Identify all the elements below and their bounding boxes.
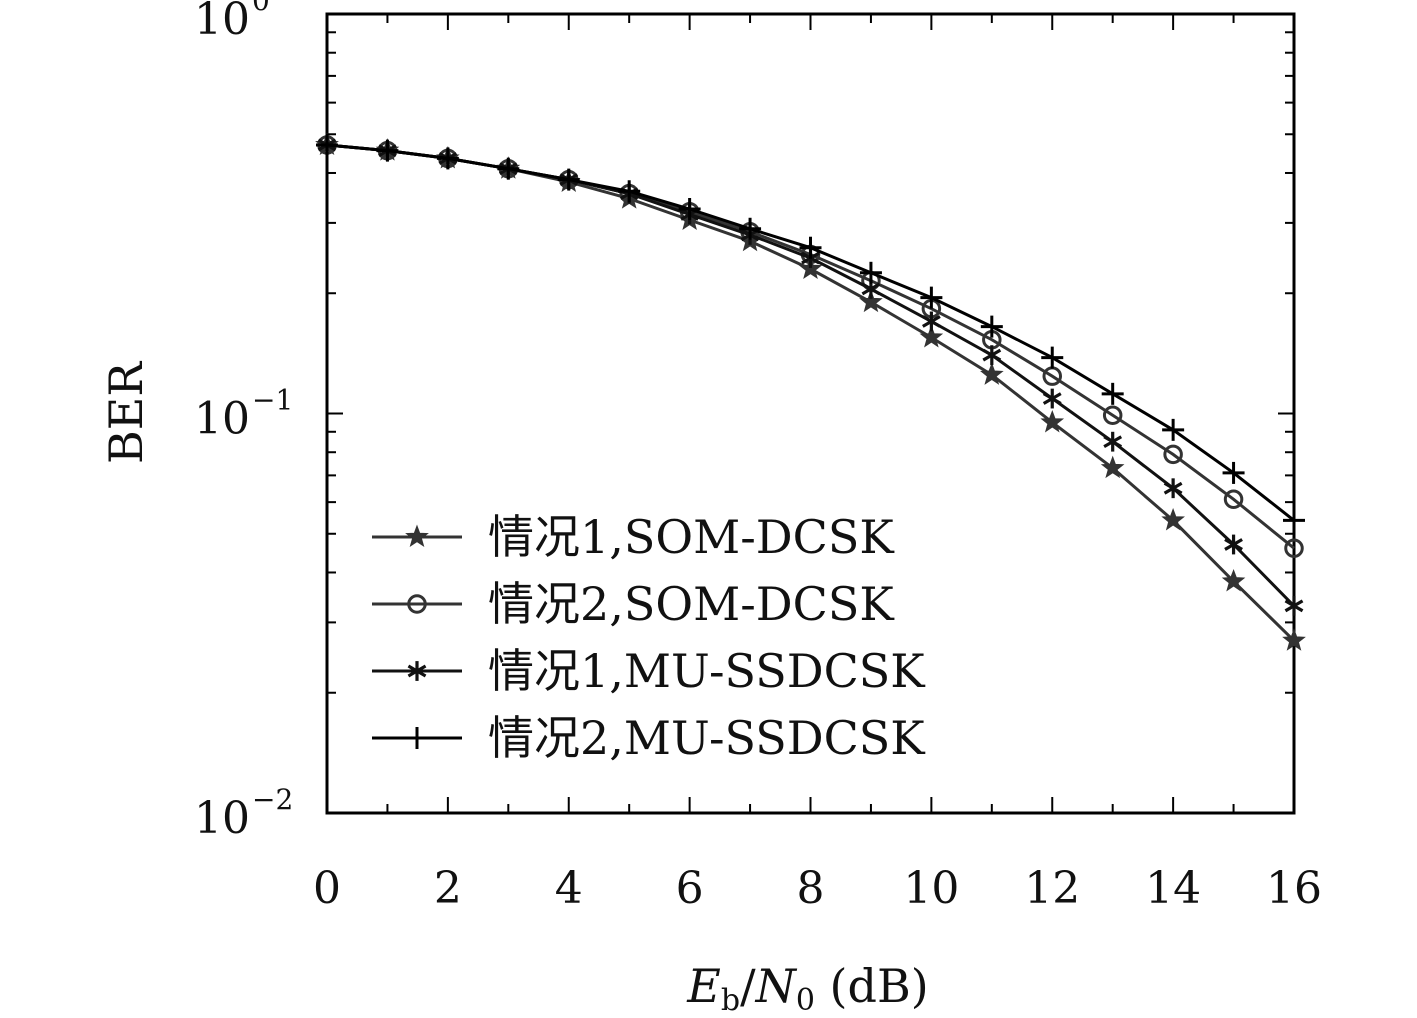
series-line bbox=[326, 143, 1295, 550]
x-axis-label: Eb/N0 (dB) bbox=[686, 959, 928, 1018]
plus-marker bbox=[920, 286, 943, 309]
plus-marker bbox=[436, 147, 459, 170]
y-tick-label: 10 bbox=[194, 793, 250, 844]
series-4 bbox=[316, 133, 1305, 532]
y-axis-label: BER bbox=[99, 361, 153, 464]
plus-marker bbox=[316, 133, 338, 156]
plus-marker bbox=[1162, 418, 1185, 441]
star-marker bbox=[1282, 628, 1306, 651]
y-tick-label: 10 bbox=[194, 0, 250, 45]
series-line bbox=[326, 143, 1296, 642]
star-marker bbox=[405, 524, 429, 548]
legend-entry-4: 情况2,MU-SSDCSK bbox=[372, 711, 926, 765]
series-line bbox=[326, 143, 1295, 522]
asterisk-marker bbox=[982, 345, 1002, 366]
asterisk-marker bbox=[1042, 388, 1062, 409]
x-label-slash: / bbox=[740, 959, 756, 1013]
plus-marker bbox=[1101, 382, 1124, 405]
star-marker bbox=[1100, 455, 1125, 479]
x-label-sub-0: 0 bbox=[796, 983, 815, 1018]
series-2 bbox=[317, 135, 1304, 558]
star-marker bbox=[1161, 507, 1185, 531]
plus-marker bbox=[859, 261, 882, 284]
x-tick-label: 6 bbox=[676, 863, 704, 914]
plus-marker bbox=[557, 168, 580, 191]
legend: 情况1,SOM-DCSK 情况2,SOM-DCSK 情况1,MU-SSDCSK 情况2… bbox=[372, 510, 926, 765]
x-tick-label: 16 bbox=[1266, 863, 1322, 914]
plus-marker bbox=[739, 217, 762, 240]
asterisk-marker bbox=[922, 311, 941, 332]
y-tick-label: 10 bbox=[194, 394, 250, 445]
series-1 bbox=[315, 132, 1306, 651]
plus-marker bbox=[799, 236, 822, 259]
circle-marker bbox=[1102, 405, 1123, 425]
x-tick-label: 10 bbox=[903, 863, 959, 914]
plus-marker bbox=[980, 315, 1003, 338]
y-tick-exponent: −1 bbox=[252, 384, 293, 417]
star-marker bbox=[1040, 409, 1065, 433]
x-tick-label: 12 bbox=[1024, 863, 1080, 914]
legend-label: 情况2,SOM-DCSK bbox=[488, 577, 895, 631]
circle-marker bbox=[1223, 489, 1244, 510]
plot-frame bbox=[325, 12, 1296, 815]
asterisk-marker bbox=[1163, 478, 1183, 499]
star-marker bbox=[798, 256, 823, 280]
x-label-sub-b: b bbox=[721, 983, 740, 1018]
x-label-unit: (dB) bbox=[815, 959, 929, 1013]
plus-marker bbox=[497, 157, 520, 180]
legend-entry-3: 情况1,MU-SSDCSK bbox=[372, 644, 926, 698]
plus-marker bbox=[1283, 509, 1305, 532]
x-tick-labels: 0 2 4 6 8 10 12 14 16 bbox=[313, 863, 1322, 914]
x-label-e: E bbox=[686, 959, 721, 1013]
circle-marker bbox=[1284, 538, 1304, 558]
x-label-n: N bbox=[755, 959, 798, 1013]
y-tick-exponent: −2 bbox=[252, 783, 293, 816]
circle-marker bbox=[407, 594, 427, 614]
x-tick-label: 8 bbox=[797, 863, 825, 914]
legend-label: 情况2,MU-SSDCSK bbox=[488, 711, 926, 765]
plus-marker bbox=[376, 139, 399, 162]
x-tick-label: 4 bbox=[555, 863, 583, 914]
x-tick-label: 0 bbox=[313, 863, 341, 914]
legend-label: 情况1,SOM-DCSK bbox=[488, 510, 895, 564]
plus-marker bbox=[618, 180, 641, 203]
plus-marker bbox=[678, 198, 701, 221]
circle-marker bbox=[1163, 444, 1183, 465]
asterisk-marker bbox=[1224, 534, 1243, 555]
star-marker bbox=[980, 362, 1004, 385]
asterisk-marker bbox=[1103, 431, 1123, 452]
legend-entry-1: 情况1,SOM-DCSK bbox=[372, 510, 895, 564]
x-tick-label: 2 bbox=[434, 863, 462, 914]
legend-entry-2: 情况2,SOM-DCSK bbox=[372, 577, 895, 631]
plus-marker bbox=[1222, 461, 1245, 484]
legend-label: 情况1,MU-SSDCSK bbox=[488, 644, 926, 698]
series-layer bbox=[315, 132, 1306, 651]
star-marker bbox=[919, 325, 944, 348]
x-tick-label: 14 bbox=[1145, 863, 1201, 914]
star-marker bbox=[1221, 568, 1246, 592]
asterisk-marker bbox=[407, 661, 427, 681]
star-marker bbox=[859, 289, 883, 313]
plus-marker bbox=[406, 727, 428, 749]
y-tick-exponent: 0 bbox=[252, 0, 270, 17]
asterisk-marker bbox=[1284, 595, 1304, 616]
plus-marker bbox=[1041, 346, 1064, 369]
